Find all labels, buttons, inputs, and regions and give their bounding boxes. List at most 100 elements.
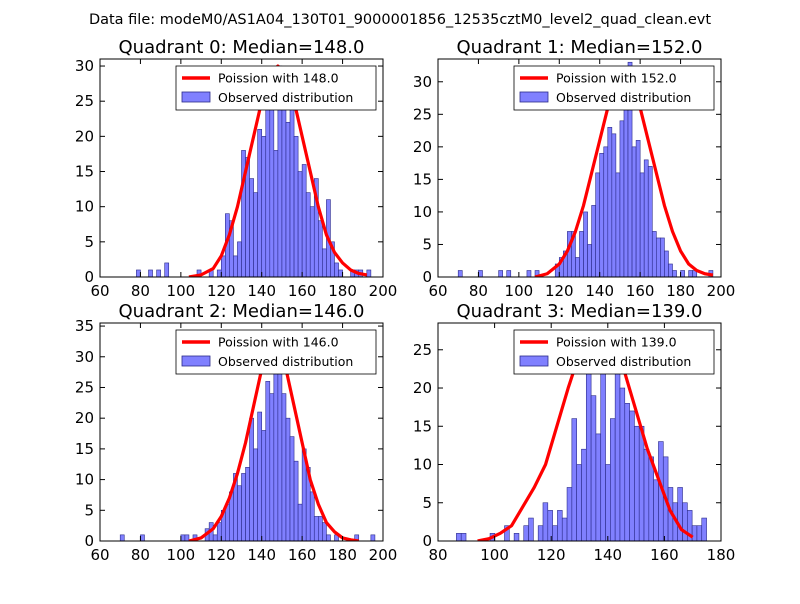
histogram-bar [257, 411, 263, 541]
chart-legend: Poission with 146.0 Observed distribution [175, 329, 377, 375]
histogram-bar [456, 533, 462, 541]
histogram-bar [184, 534, 190, 541]
x-tick-label: 160 [626, 282, 655, 300]
legend-bar-label: Observed distribution [556, 354, 691, 369]
histogram-bar [370, 534, 376, 541]
legend-bar-swatch [181, 91, 211, 103]
histogram-bar [629, 410, 635, 541]
histogram-bar [338, 269, 343, 277]
histogram-bar [547, 510, 553, 541]
histogram-bar [305, 192, 311, 277]
histogram-bar [696, 525, 703, 541]
histogram-bar [624, 403, 630, 541]
y-tick-label: 30 [75, 348, 94, 366]
x-tick-label: 160 [288, 282, 317, 300]
y-tick-label: 10 [413, 456, 432, 474]
histogram-bar [119, 534, 125, 541]
y-tick-label: 0 [84, 268, 94, 286]
y-tick-label: 5 [84, 233, 94, 251]
histogram-bar [245, 467, 250, 541]
chart-panel-1: 60 80 100 120 140 160 180 200 0 5 10 15 20 25 30 Quadra… [413, 37, 735, 300]
y-tick-label: 5 [84, 501, 94, 519]
x-tick-label: 140 [247, 546, 276, 564]
histogram-bar [623, 87, 629, 277]
histogram-bar [460, 533, 467, 541]
histogram-bar [600, 349, 606, 541]
legend-box [513, 329, 715, 375]
histogram-bar [229, 220, 234, 277]
histogram-bar [643, 448, 650, 541]
histogram-bar [638, 425, 645, 541]
histogram-bar [148, 269, 153, 277]
histogram-bar [542, 502, 549, 541]
histogram-bar [233, 255, 238, 277]
histogram-bar [506, 270, 512, 277]
histogram-bar [269, 393, 275, 541]
y-tick-label: 0 [422, 268, 432, 286]
histogram-bar [557, 510, 563, 541]
histogram-bar [656, 237, 661, 277]
histogram-bar [326, 534, 331, 541]
histogram-bar [528, 517, 534, 541]
histogram-bar [603, 146, 609, 277]
histogram-bar [253, 448, 258, 541]
histogram-bar [635, 140, 641, 277]
y-tick-label: 25 [413, 105, 432, 123]
histogram-bar [619, 120, 625, 277]
y-tick-label: 30 [75, 57, 94, 75]
histogram-bar [634, 425, 640, 541]
histogram-bar [567, 231, 572, 277]
chart-panel-0: 60 80 100 120 140 160 180 200 0 5 10 15 20 25 30 Quadra… [75, 37, 397, 300]
plot-area [457, 61, 714, 277]
legend-bar-swatch [519, 91, 549, 103]
histogram-bar [277, 350, 283, 541]
histogram-bar [566, 487, 573, 541]
chart-legend: Poission with 139.0 Observed distribution [513, 329, 715, 375]
x-tick-label: 160 [288, 546, 317, 564]
y-tick-label: 20 [75, 127, 94, 145]
y-tick-label: 0 [84, 532, 94, 550]
x-tick-label: 140 [247, 282, 276, 300]
histogram-bar [648, 456, 654, 541]
x-tick-label: 120 [207, 546, 236, 564]
histogram-bar [587, 244, 592, 277]
chart-panel-2: 60 80 100 120 140 160 180 200 0 5 10 15 20 25 30 35 Quad… [75, 301, 397, 564]
axes-frame [437, 322, 722, 542]
x-tick-label: 180 [666, 282, 695, 300]
histogram-bar [293, 460, 299, 541]
legend-curve-label: Poission with 152.0 [556, 71, 677, 86]
plot-area [456, 331, 707, 541]
y-tick-label: 35 [75, 317, 94, 335]
histogram-bar [241, 473, 246, 541]
legend-bar-swatch [181, 355, 211, 367]
legend-bar-label: Observed distribution [218, 90, 353, 105]
histogram-bar [561, 517, 568, 541]
chart-legend: Poission with 152.0 Observed distribution [513, 65, 715, 111]
x-tick-label: 180 [328, 546, 357, 564]
y-tick-label: 25 [75, 92, 94, 110]
histogram-bar [212, 534, 218, 541]
histogram-bar [504, 525, 510, 541]
histogram-bar [293, 136, 299, 277]
y-tick-label: 15 [413, 417, 432, 435]
y-tick-label: 20 [75, 409, 94, 427]
histogram-bar [297, 503, 303, 541]
histogram-bar [318, 516, 323, 541]
histogram-bar [691, 525, 698, 541]
histogram-bar [164, 262, 170, 277]
histogram-bar [599, 153, 605, 277]
y-tick-label: 30 [413, 73, 432, 91]
axes-frame [437, 58, 722, 278]
histogram-bar [216, 269, 222, 277]
histogram-bar [322, 248, 327, 277]
histogram-bar [309, 206, 315, 277]
histogram-bar [682, 502, 688, 541]
legend-bar-swatch [519, 355, 549, 367]
x-tick-label: 200 [707, 282, 736, 300]
histogram-bar [595, 433, 602, 541]
y-tick-label: 20 [413, 379, 432, 397]
histogram-bar [523, 525, 529, 541]
histogram-bar [643, 159, 649, 277]
histogram-bar [579, 231, 584, 277]
figure-suptitle: Data file: modeM0/AS1A04_130T01_90000018… [89, 12, 711, 28]
